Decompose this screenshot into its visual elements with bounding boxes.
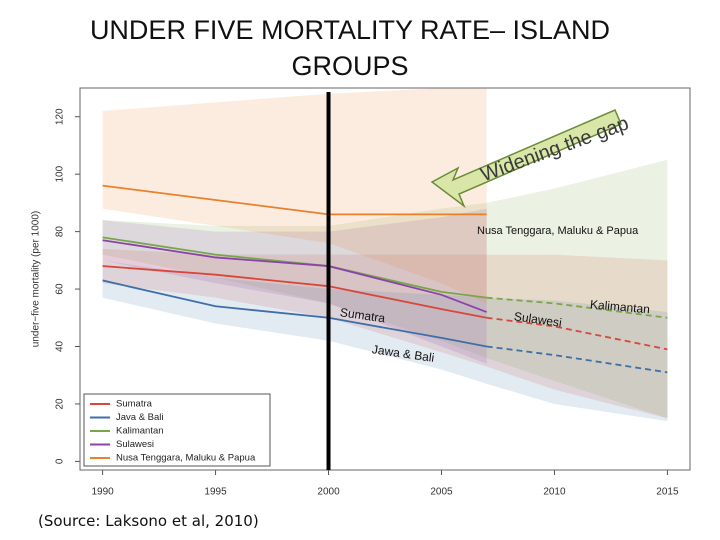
source-note: (Source: Laksono et al, 2010)	[38, 512, 259, 530]
uncertainty-band	[102, 159, 668, 419]
annotation: Kalimantan	[589, 297, 650, 316]
legend-label: Kalimantan	[116, 426, 164, 437]
x-tick-label: 2010	[543, 487, 566, 498]
legend-label: Java & Bali	[116, 412, 164, 423]
series-line	[486, 316, 668, 351]
x-tick-label: 2005	[430, 487, 453, 498]
plot-frame	[79, 87, 691, 471]
legend: Sumatra Java & Bali Kalimantan Sulawesi Nusa…	[83, 393, 271, 467]
x-tick-label: 2000	[317, 487, 340, 498]
legend-label: Sumatra	[116, 399, 153, 410]
y-tick-label: 80	[55, 226, 66, 238]
annotation: Nusa Tenggara, Maluku & Papua	[477, 225, 639, 237]
y-tick-label: 40	[55, 340, 66, 352]
uncertainty-band	[102, 88, 487, 304]
series-line	[486, 345, 668, 374]
annotation-arrow	[430, 109, 622, 209]
uncertainty-band	[102, 260, 668, 422]
y-tick-label: 120	[55, 108, 66, 125]
y-tick-label: 20	[55, 398, 66, 410]
y-tick-label: 100	[55, 165, 66, 182]
y-tick-label: 60	[55, 283, 66, 295]
x-tick-label: 2015	[656, 487, 679, 498]
series-line	[486, 296, 668, 319]
legend-box	[83, 393, 271, 467]
annotation: Sulawesi	[513, 309, 563, 330]
uncertainty-band	[102, 208, 487, 364]
y-tick-label: 0	[55, 458, 66, 464]
slide-title: UNDER FIVE MORTALITY RATE– ISLAND GROUPS	[89, 15, 611, 81]
legend-label: Nusa Tenggara, Maluku & Papua	[116, 453, 256, 464]
uncertainty-band	[102, 248, 668, 419]
x-tick-label: 1995	[204, 487, 227, 498]
annotation: Sumatra	[339, 305, 386, 325]
y-axis-label: under−five mortality (per 1000)	[31, 211, 42, 347]
x-tick-label: 1990	[91, 487, 114, 498]
legend-label: Sulawesi	[116, 439, 154, 450]
